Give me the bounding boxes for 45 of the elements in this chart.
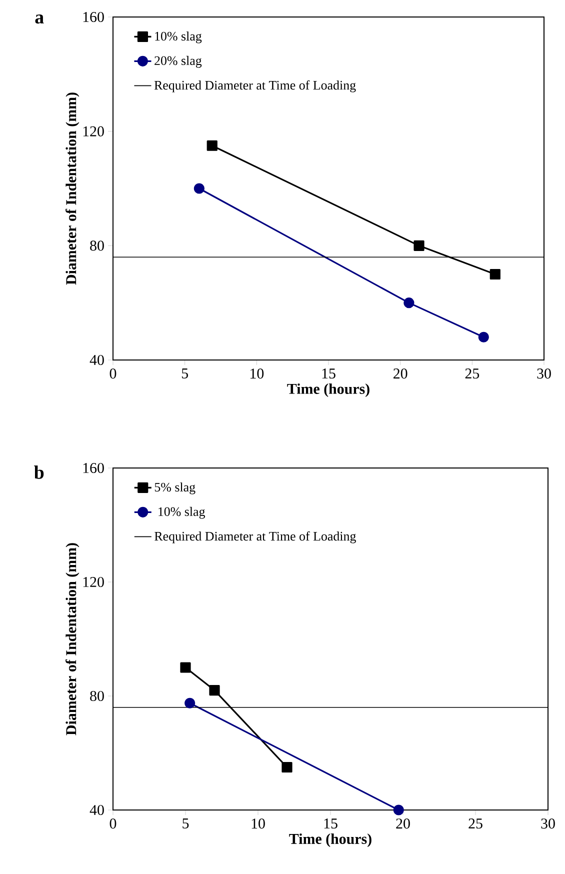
y-axis-title: Diameter of Indentation (mm) — [66, 543, 80, 736]
legend-label: 10% slag — [158, 506, 206, 519]
point — [206, 140, 218, 151]
y-tick-label: 40 — [90, 354, 104, 366]
x-tick-label: 15 — [324, 818, 338, 829]
legend-label: 10% slag — [155, 31, 202, 44]
legend-label: 5% slag — [154, 482, 196, 494]
x-tick-label: 10 — [252, 818, 265, 829]
chart-title: b — [34, 466, 44, 479]
x-tick-label: 5 — [182, 368, 188, 378]
point — [414, 240, 424, 251]
x-tick-label: 25 — [465, 368, 480, 379]
x-tick-label: 20 — [396, 818, 410, 829]
point — [282, 762, 292, 773]
legend-label: Required Diameter at Time of Loading — [154, 531, 356, 544]
point — [184, 698, 196, 708]
point — [209, 684, 220, 696]
y-tick-label: 40 — [90, 804, 104, 816]
y-tick-label: 80 — [90, 240, 104, 251]
point — [393, 804, 404, 816]
chart-title: a — [35, 14, 44, 24]
point — [478, 332, 489, 342]
x-axis-title: Time (hours) — [287, 383, 370, 397]
x-tick-label: 20 — [394, 368, 408, 379]
y-tick-label: 160 — [83, 12, 104, 22]
point — [180, 662, 191, 673]
x-tick-label: 0 — [110, 368, 116, 379]
point — [194, 183, 204, 194]
x-axis-title: Time (hours) — [289, 833, 372, 847]
y-tick-label: 80 — [90, 690, 104, 702]
point — [404, 298, 414, 308]
x-tick-label: 0 — [110, 818, 116, 829]
y-tick-label: 160 — [83, 462, 104, 474]
x-tick-label: 10 — [250, 368, 264, 379]
y-tick-label: 120 — [83, 576, 104, 588]
x-tick-label: 15 — [322, 368, 336, 379]
y-tick-label: 120 — [83, 126, 104, 136]
x-tick-label: 5 — [182, 818, 189, 828]
x-tick-label: 30 — [541, 818, 555, 829]
legend-label: 20% slag — [154, 56, 202, 68]
x-tick-label: 30 — [537, 368, 551, 379]
y-axis-title: Diameter of Indentation (mm) — [66, 92, 80, 285]
legend-label: Required Diameter at Time of Loading — [154, 80, 356, 92]
x-tick-label: 25 — [468, 818, 482, 829]
point — [490, 268, 500, 280]
